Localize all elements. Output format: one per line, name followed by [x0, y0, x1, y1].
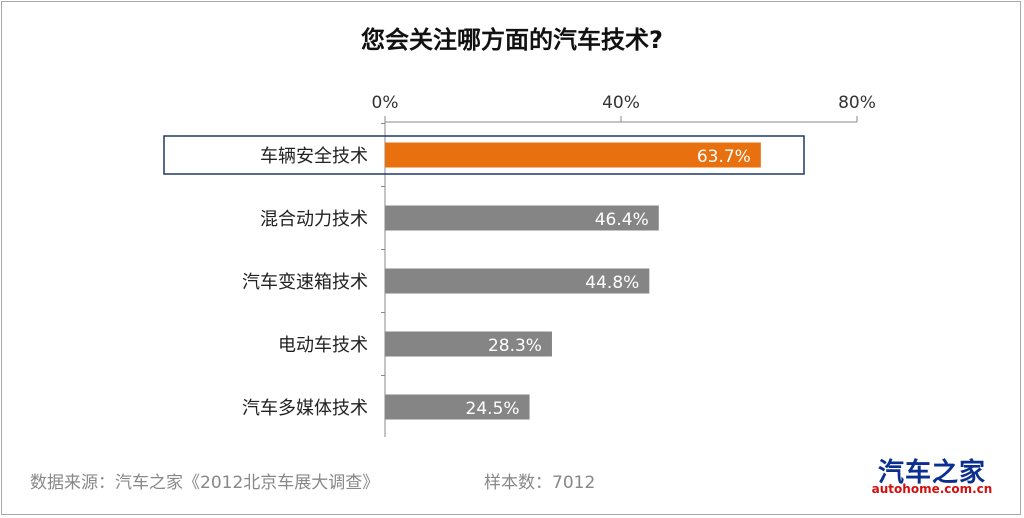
data-source-note: 数据来源：汽车之家《2012北京车展大调查》	[30, 473, 380, 493]
bar	[385, 394, 530, 420]
x-tick-label: 40%	[602, 93, 640, 113]
logo-sub-text: autohome.com.cn	[871, 482, 993, 496]
bar	[385, 268, 650, 294]
bar	[385, 205, 659, 231]
highlight-box	[163, 135, 805, 175]
category-label: 混合动力技术	[260, 209, 368, 230]
value-label: 63.7%	[697, 147, 751, 167]
autohome-logo: 汽车之家 autohome.com.cn	[868, 452, 996, 500]
bars-layer	[385, 142, 761, 420]
value-label: 24.5%	[466, 399, 520, 419]
category-label: 车辆安全技术	[260, 146, 368, 167]
logo-main-text: 汽车之家	[877, 458, 986, 488]
x-tick-label: 0%	[372, 93, 399, 113]
bar	[385, 331, 552, 357]
category-label: 汽车多媒体技术	[242, 398, 368, 419]
sample-size-note: 样本数：7012	[484, 473, 596, 493]
category-label: 汽车变速箱技术	[242, 272, 368, 293]
x-tick-label: 80%	[838, 93, 876, 113]
value-label: 46.4%	[595, 210, 649, 230]
value-label: 28.3%	[488, 336, 542, 356]
labels-layer: 车辆安全技术 63.7% 混合动力技术 46.4% 汽车变速箱技术 44.8% 电动车技术 2…	[242, 146, 751, 419]
chart-title: 您会关注哪方面的汽车技术?	[361, 26, 663, 54]
bar	[385, 142, 761, 168]
category-label: 电动车技术	[278, 335, 368, 356]
highlight-layer	[163, 135, 805, 175]
value-label: 44.8%	[585, 273, 639, 293]
